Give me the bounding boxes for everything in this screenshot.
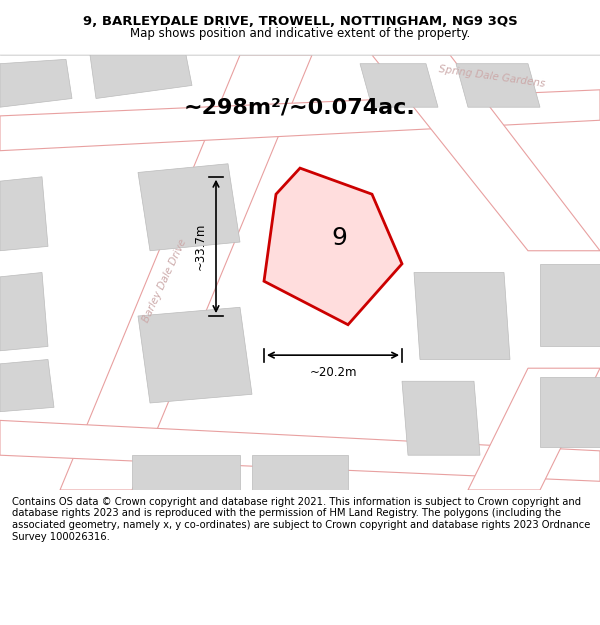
Polygon shape <box>540 264 600 346</box>
Polygon shape <box>456 64 540 107</box>
Text: Contains OS data © Crown copyright and database right 2021. This information is : Contains OS data © Crown copyright and d… <box>12 497 590 541</box>
Polygon shape <box>138 164 240 251</box>
Polygon shape <box>0 59 72 108</box>
Text: ~298m²/~0.074ac.: ~298m²/~0.074ac. <box>184 98 416 118</box>
Polygon shape <box>252 455 348 490</box>
Polygon shape <box>540 377 600 446</box>
Polygon shape <box>360 64 438 107</box>
Polygon shape <box>0 421 600 481</box>
Polygon shape <box>468 368 600 490</box>
Text: ~33.7m: ~33.7m <box>194 222 207 270</box>
Text: 9: 9 <box>331 226 347 250</box>
Text: 9, BARLEYDALE DRIVE, TROWELL, NOTTINGHAM, NG9 3QS: 9, BARLEYDALE DRIVE, TROWELL, NOTTINGHAM… <box>83 16 517 28</box>
Text: Map shows position and indicative extent of the property.: Map shows position and indicative extent… <box>130 27 470 39</box>
Text: Spring Dale Gardens: Spring Dale Gardens <box>438 64 546 89</box>
Polygon shape <box>372 55 600 251</box>
Polygon shape <box>90 55 192 99</box>
Polygon shape <box>138 308 252 403</box>
Polygon shape <box>0 90 600 151</box>
Polygon shape <box>414 272 510 359</box>
Polygon shape <box>132 455 240 490</box>
Text: ~20.2m: ~20.2m <box>309 366 357 379</box>
Polygon shape <box>60 55 312 490</box>
Polygon shape <box>0 359 54 412</box>
Polygon shape <box>264 168 402 325</box>
Polygon shape <box>0 177 48 251</box>
Polygon shape <box>402 381 480 455</box>
Polygon shape <box>0 272 48 351</box>
Text: Barley Dale Drive: Barley Dale Drive <box>141 238 189 324</box>
